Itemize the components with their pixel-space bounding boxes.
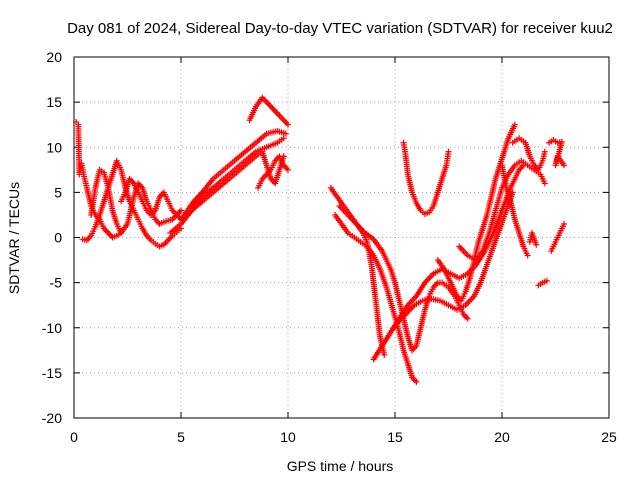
data-point — [285, 121, 291, 128]
x-tick-label: 25 — [601, 429, 617, 445]
data-point — [541, 148, 548, 155]
x-tick-label: 20 — [494, 429, 510, 445]
tick-labels: 0 5 10 15 20 25 -20 -15 -10 -5 0 5 10 15 20 — [42, 49, 617, 445]
y-tick-label: -20 — [42, 410, 62, 426]
data-point — [285, 166, 291, 173]
data-points — [73, 94, 568, 385]
data-point — [561, 162, 568, 169]
data-point — [178, 207, 184, 214]
data-point — [282, 130, 289, 137]
data-point — [445, 148, 452, 155]
y-tick-label: -5 — [50, 275, 63, 291]
data-point — [381, 351, 388, 358]
data-point — [511, 121, 518, 128]
x-tick-label: 15 — [387, 429, 403, 445]
y-axis-label: SDTVAR / TECUs — [6, 182, 22, 294]
y-tick-label: 20 — [46, 49, 62, 65]
chart-title: Day 081 of 2024, Sidereal Day-to-day VTE… — [67, 20, 613, 37]
data-point — [543, 277, 550, 284]
data-point — [509, 189, 516, 196]
data-point — [464, 315, 471, 322]
data-point — [541, 180, 548, 187]
data-point — [561, 220, 568, 227]
data-point — [280, 135, 287, 142]
data-point — [413, 378, 420, 385]
x-tick-label: 0 — [70, 429, 78, 445]
plot-frame — [73, 56, 610, 419]
data-point — [524, 252, 531, 259]
x-axis-label: GPS time / hours — [287, 458, 394, 474]
y-tick-label: 5 — [54, 184, 62, 200]
x-tick-label: 5 — [177, 429, 185, 445]
y-tick-label: 10 — [46, 139, 62, 155]
y-tick-label: 0 — [54, 230, 62, 246]
y-tick-label: -15 — [42, 365, 62, 381]
y-tick-label: 15 — [46, 94, 62, 110]
y-tick-label: -10 — [42, 320, 62, 336]
grid-lines — [74, 57, 609, 418]
x-tick-label: 10 — [280, 429, 296, 445]
data-point — [533, 241, 540, 248]
